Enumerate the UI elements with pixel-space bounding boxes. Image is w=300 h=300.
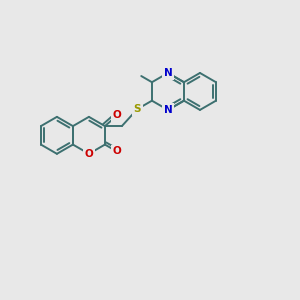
Text: S: S (134, 104, 141, 114)
Text: O: O (112, 146, 121, 157)
Text: N: N (164, 105, 172, 115)
Text: O: O (85, 149, 93, 159)
Text: N: N (164, 68, 172, 78)
Text: O: O (113, 110, 122, 120)
